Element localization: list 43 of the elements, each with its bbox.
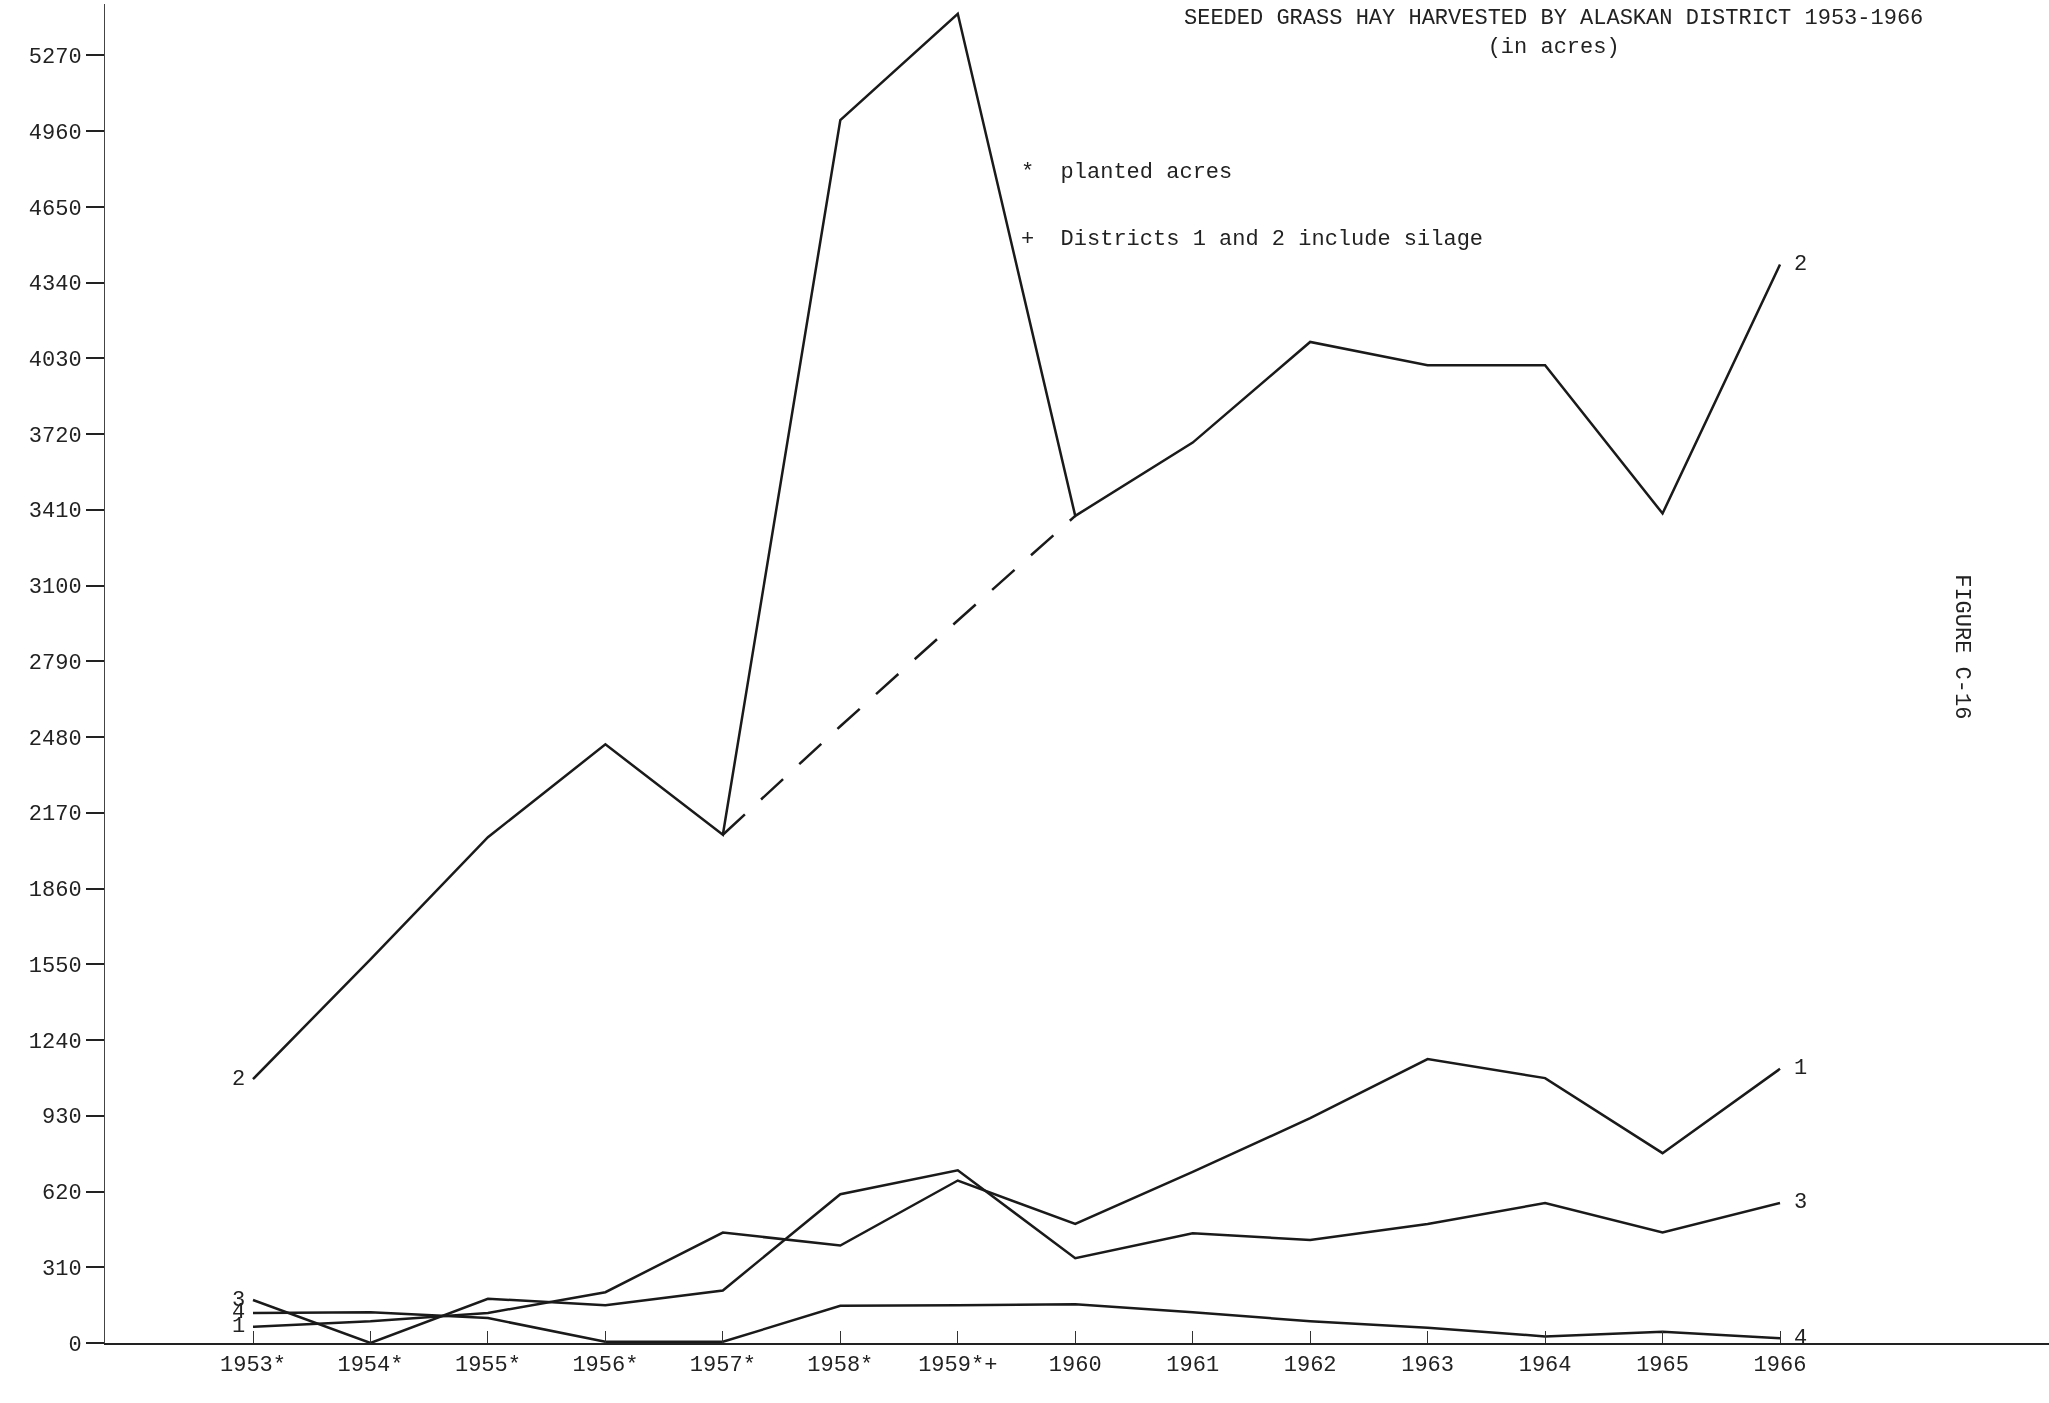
x-tick-label: 1962 — [1283, 1353, 1337, 1379]
line-series — [721, 514, 1077, 837]
y-tick-label: 3720 — [28, 423, 82, 449]
y-tick-label: 1550 — [28, 953, 82, 979]
text: 3 — [1794, 1190, 1808, 1215]
y-tick-label: 620 — [41, 1181, 82, 1207]
text: 2 — [1794, 252, 1808, 277]
y-tick-label: 3100 — [28, 575, 82, 601]
x-tick-label: 1966 — [1753, 1353, 1807, 1379]
y-tick-label: 4340 — [28, 272, 82, 298]
text: (in acres) — [1487, 34, 1620, 60]
y-tick-label: 0 — [68, 1332, 82, 1358]
x-tick-label: 1954* — [337, 1353, 404, 1379]
annotation: * planted acres — [1021, 160, 1233, 185]
text: 4 — [1794, 1326, 1808, 1351]
y-tick-label: 1240 — [28, 1029, 82, 1055]
x-tick-label: 1953* — [219, 1353, 287, 1379]
y-tick-label: 1860 — [28, 878, 82, 904]
x-tick-label: 1961 — [1166, 1353, 1220, 1379]
y-tick-label: 2170 — [28, 802, 82, 828]
x-tick-label: 1964 — [1518, 1353, 1572, 1379]
series-label: 2 — [232, 1067, 246, 1092]
annotation: + Districts 1 and 2 include silage — [1021, 227, 1484, 252]
x-tick-label: 1959*+ — [918, 1353, 998, 1379]
x-tick-label: 1963 — [1401, 1353, 1455, 1379]
y-tick-label: 5270 — [28, 45, 82, 71]
x-tick-label: 1960 — [1048, 1353, 1102, 1379]
x-tick-label: 1957* — [689, 1353, 756, 1379]
x-tick-label: 1956* — [572, 1353, 639, 1379]
text: FIGURE C-16 — [1949, 574, 1975, 720]
y-tick-label: 4960 — [28, 120, 82, 146]
x-tick-label: 1965 — [1636, 1353, 1689, 1379]
y-tick-label: 2790 — [28, 650, 82, 676]
y-tick-label: 2480 — [28, 726, 82, 752]
y-tick-label: 4030 — [28, 348, 82, 373]
y-tick-label: 310 — [41, 1256, 82, 1282]
y-tick-label: 4650 — [28, 196, 82, 222]
x-tick-label: 1958* — [807, 1353, 874, 1379]
x-tick-label: 1955* — [454, 1353, 521, 1379]
chart-title: SEEDED GRASS HAY HARVESTED BY ALASKAN DISTRICT 1953-1966 — [1184, 6, 1924, 31]
text: 1 — [1794, 1056, 1808, 1081]
y-tick-label: 930 — [41, 1105, 82, 1131]
y-tick-label: 3410 — [28, 499, 82, 525]
